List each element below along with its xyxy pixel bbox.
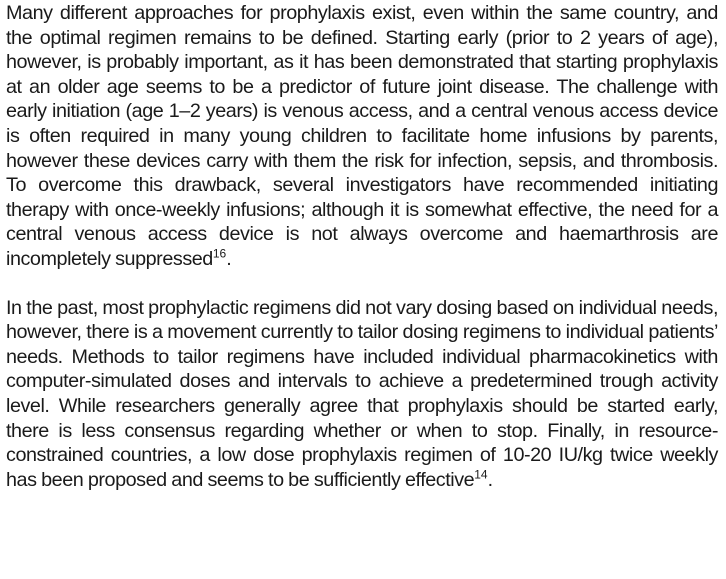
paragraph-end-punctuation: . — [226, 247, 232, 270]
paragraph-end-punctuation: . — [487, 468, 494, 491]
citation-superscript: 16 — [212, 246, 227, 261]
citation-superscript: 14 — [474, 467, 488, 482]
document-body: Many different approaches for prophylaxi… — [6, 1, 718, 492]
paragraph-text: In the past, most prophylactic regimens … — [6, 296, 718, 491]
paragraph-prophylaxis-approaches: Many different approaches for prophylaxi… — [6, 1, 718, 272]
paragraph-tailored-regimens: In the past, most prophylactic regimens … — [6, 296, 718, 493]
paragraph-text: Many different approaches for prophylaxi… — [6, 2, 718, 270]
